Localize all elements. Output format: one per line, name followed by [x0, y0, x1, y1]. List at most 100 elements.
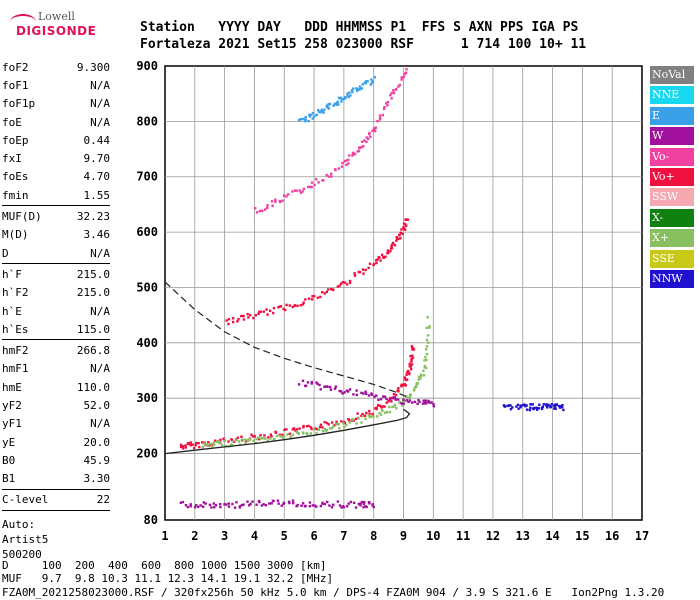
echo-point [301, 379, 305, 383]
echo-point [244, 440, 248, 443]
echo-point [364, 392, 368, 396]
echo-point [201, 441, 204, 444]
echo-point [393, 403, 397, 407]
echo-point [509, 407, 513, 411]
echo-point [389, 94, 392, 97]
echo-point [214, 504, 218, 507]
electron-density-profile [164, 408, 411, 455]
echo-point [385, 397, 388, 401]
echo-point [364, 390, 367, 393]
echo-point [186, 505, 190, 509]
echo-point [253, 207, 257, 210]
param-row: M(D) 3.46 [2, 226, 110, 244]
y-tick-label: 200 [136, 447, 158, 461]
x-tick-label: 3 [221, 529, 228, 543]
echo-point [343, 425, 346, 429]
x-tick-label: 7 [340, 529, 347, 543]
echo-point [554, 407, 557, 411]
echo-point [298, 427, 301, 430]
echo-point [359, 502, 362, 505]
echo-point [351, 417, 354, 421]
echo-point [337, 96, 341, 100]
echo-point [425, 358, 428, 362]
echo-point [383, 106, 386, 109]
echo-point [199, 504, 202, 507]
echo-point [330, 426, 334, 430]
echo-point [304, 384, 307, 388]
x-tick-label: 14 [545, 529, 559, 543]
echo-point [278, 434, 282, 438]
echo-point [381, 405, 385, 408]
echo-point [423, 364, 427, 368]
x-tick-label: 11 [456, 529, 470, 543]
echo-point [392, 89, 395, 92]
param-value: 215.0 [76, 267, 110, 281]
echo-point [323, 108, 326, 111]
echo-point [515, 405, 518, 408]
echo-point [259, 437, 263, 440]
echo-point [371, 412, 374, 416]
param-name: fmin [2, 188, 29, 202]
echo-point [371, 129, 374, 133]
echo-point [202, 505, 205, 508]
echo-point [279, 305, 283, 308]
param-value: 3.30 [83, 472, 111, 486]
echo-point [375, 406, 378, 409]
echo-point [330, 506, 334, 509]
echo-point [313, 183, 316, 187]
echo-point [388, 405, 391, 409]
echo-point [271, 204, 274, 208]
echo-point [381, 113, 385, 117]
echo-point [296, 503, 299, 507]
echo-point [411, 354, 414, 357]
echo-point [310, 185, 313, 189]
echo-point [379, 397, 383, 401]
echo-point [351, 90, 354, 94]
echo-point [189, 441, 192, 444]
echo-point [328, 504, 331, 507]
echo-point [310, 113, 313, 116]
echo-point [184, 444, 187, 447]
echo-point [219, 505, 222, 509]
y-tick-label: 500 [136, 280, 158, 294]
echo-point [202, 442, 205, 445]
echo-point [187, 442, 190, 446]
echo-point [192, 446, 196, 450]
echo-point [402, 398, 405, 401]
echo-point [424, 356, 427, 359]
echo-point [242, 314, 245, 318]
echo-point [373, 75, 376, 79]
echo-point [349, 500, 353, 504]
echo-point [301, 502, 305, 505]
echo-point [212, 502, 216, 505]
echo-point [326, 106, 329, 109]
echo-point [401, 232, 404, 236]
echo-point [328, 102, 332, 106]
echo-point [179, 443, 183, 447]
echo-point [297, 119, 301, 122]
echo-point [404, 378, 407, 381]
echo-point [347, 502, 350, 505]
legend-item: NNW [650, 269, 694, 288]
legend-item: Vo- [650, 147, 694, 166]
echo-point [348, 421, 351, 424]
echo-point [304, 119, 307, 123]
echo-point [341, 280, 344, 284]
echo-point [311, 504, 314, 507]
echo-point [342, 97, 345, 101]
echo-point [292, 501, 295, 505]
echo-point [371, 80, 375, 83]
param-row: D N/A [2, 244, 110, 262]
x-tick-label: 1 [161, 529, 168, 543]
echo-point [318, 383, 321, 387]
legend-item: W [650, 127, 694, 146]
echo-point [389, 396, 392, 400]
logo-arc-icon [10, 14, 36, 30]
echo-point [347, 162, 350, 165]
echo-point [358, 147, 361, 150]
legend-item: X- [650, 208, 694, 227]
echo-point [179, 445, 183, 449]
echo-point [360, 87, 364, 90]
echo-point [348, 419, 351, 422]
echo-point [258, 500, 261, 504]
